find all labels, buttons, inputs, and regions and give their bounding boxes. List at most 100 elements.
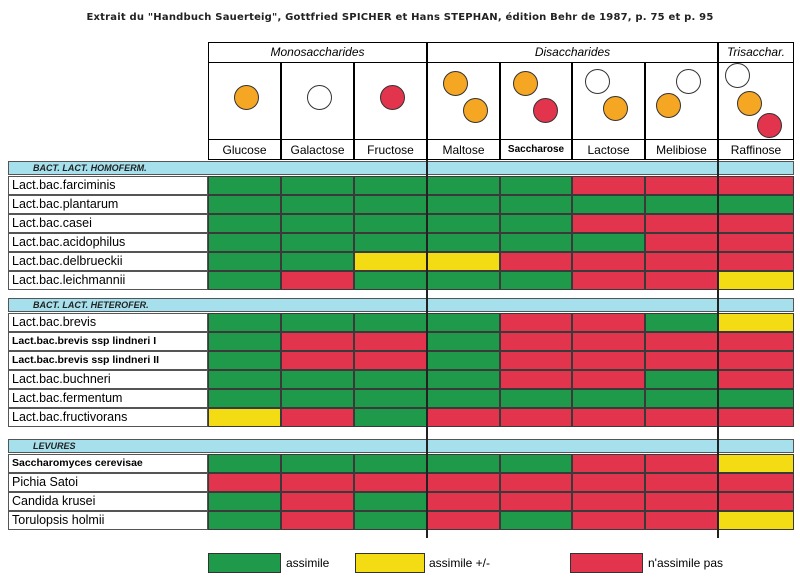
assimilation-cell (572, 511, 645, 530)
assimilation-cell (718, 351, 794, 370)
assimilation-cell (281, 511, 354, 530)
assimilation-cell (718, 511, 794, 530)
assimilation-cell (645, 271, 718, 290)
assimilation-cell (208, 473, 281, 492)
assimilation-cell (645, 389, 718, 408)
assimilation-cell (281, 195, 354, 214)
assimilation-cell (427, 454, 500, 473)
assimilation-cell (572, 176, 645, 195)
assimilation-cell (500, 473, 572, 492)
assimilation-cell (718, 313, 794, 332)
organism-label: Lact.bac.brevis ssp lindneri II (8, 351, 208, 370)
assimilation-cell (208, 454, 281, 473)
assimilation-cell (718, 176, 794, 195)
assimilation-cell (208, 252, 281, 271)
assimilation-cell (208, 492, 281, 511)
assimilation-cell (354, 492, 427, 511)
assimilation-cell (427, 214, 500, 233)
assimilation-cell (427, 473, 500, 492)
assimilation-cell (281, 176, 354, 195)
group-divider (426, 160, 428, 538)
assimilation-cell (718, 195, 794, 214)
assimilation-cell (645, 313, 718, 332)
assimilation-cell (718, 332, 794, 351)
assimilation-cell (208, 511, 281, 530)
assimilation-cell (572, 195, 645, 214)
assimilation-cell (500, 252, 572, 271)
organism-label: Torulopsis holmii (8, 511, 208, 530)
assimilation-cell (281, 408, 354, 427)
orange-sugar-unit-icon (443, 71, 468, 96)
assimilation-cell (500, 214, 572, 233)
assimilation-cell (427, 176, 500, 195)
assimilation-cell (645, 492, 718, 511)
organism-label: Lact.bac.fermentum (8, 389, 208, 408)
assimilation-cell (572, 408, 645, 427)
legend-swatch-assimile-partial (355, 553, 425, 573)
red-sugar-unit-icon (533, 98, 558, 123)
molecule-glucose (208, 62, 281, 140)
assimilation-cell (208, 351, 281, 370)
white-sugar-unit-icon (307, 85, 332, 110)
assimilation-cell (500, 176, 572, 195)
red-sugar-unit-icon (380, 85, 405, 110)
sugar-header-galactose: Galactose (281, 140, 354, 160)
assimilation-cell (208, 176, 281, 195)
assimilation-cell (281, 233, 354, 252)
assimilation-cell (281, 473, 354, 492)
organism-label: Lact.bac.brevis (8, 313, 208, 332)
assimilation-cell (281, 332, 354, 351)
organism-label: Lact.bac.leichmannii (8, 271, 208, 290)
molecule-melibiose (645, 62, 718, 140)
assimilation-cell (354, 511, 427, 530)
assimilation-cell (354, 370, 427, 389)
assimilation-cell (427, 313, 500, 332)
assimilation-cell (718, 370, 794, 389)
assimilation-cell (500, 233, 572, 252)
assimilation-cell (572, 370, 645, 389)
assimilation-cell (281, 492, 354, 511)
assimilation-cell (281, 214, 354, 233)
assimilation-cell (208, 233, 281, 252)
section-label: BACT. LACT. HOMOFERM. (33, 163, 147, 173)
legend-swatch-assimile (208, 553, 281, 573)
assimilation-cell (500, 351, 572, 370)
assimilation-cell (500, 313, 572, 332)
organism-label: Candida krusei (8, 492, 208, 511)
organism-label: Lact.bac.brevis ssp lindneri I (8, 332, 208, 351)
assimilation-cell (354, 389, 427, 408)
assimilation-cell (572, 351, 645, 370)
organism-label: Pichia Satoi (8, 473, 208, 492)
assimilation-cell (572, 214, 645, 233)
orange-sugar-unit-icon (463, 98, 488, 123)
assimilation-cell (572, 389, 645, 408)
organism-label: Lact.bac.casei (8, 214, 208, 233)
assimilation-cell (354, 454, 427, 473)
assimilation-cell (645, 252, 718, 271)
assimilation-cell (208, 313, 281, 332)
legend-label-assimile: assimile (286, 556, 330, 570)
assimilation-cell (572, 332, 645, 351)
assimilation-cell (500, 492, 572, 511)
assimilation-cell (427, 252, 500, 271)
assimilation-cell (718, 492, 794, 511)
red-sugar-unit-icon (757, 113, 782, 138)
assimilation-cell (718, 214, 794, 233)
assimilation-cell (572, 252, 645, 271)
orange-sugar-unit-icon (603, 96, 628, 121)
assimilation-cell (427, 370, 500, 389)
assimilation-cell (645, 214, 718, 233)
assimilation-cell (208, 214, 281, 233)
assimilation-cell (645, 351, 718, 370)
assimilation-cell (718, 271, 794, 290)
assimilation-cell (645, 233, 718, 252)
assimilation-cell (500, 454, 572, 473)
assimilation-cell (281, 271, 354, 290)
assimilation-cell (281, 252, 354, 271)
assimilation-cell (427, 492, 500, 511)
assimilation-cell (645, 370, 718, 389)
section-label: LEVURES (33, 441, 76, 451)
white-sugar-unit-icon (585, 69, 610, 94)
assimilation-cell (500, 511, 572, 530)
assimilation-cell (427, 389, 500, 408)
